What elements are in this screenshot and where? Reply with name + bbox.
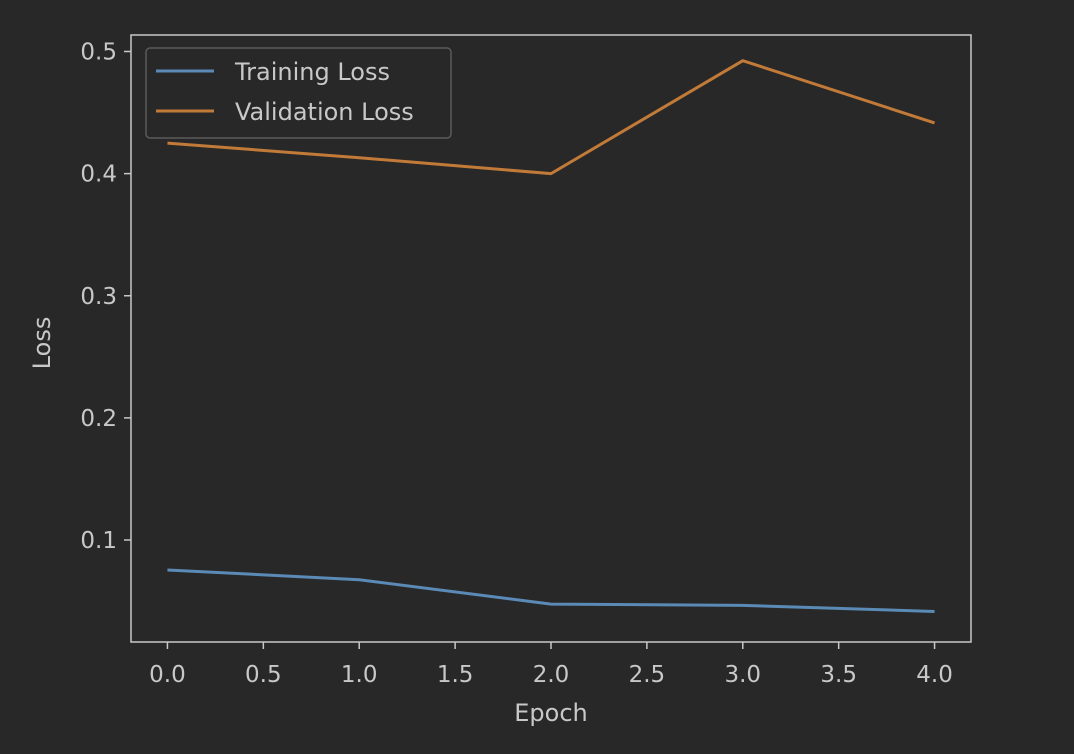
x-tick-label: 3.5 — [820, 662, 857, 688]
y-tick-label: 0.2 — [80, 406, 117, 432]
legend-label: Training Loss — [234, 58, 390, 86]
y-tick-label: 0.3 — [80, 284, 117, 310]
y-tick-label: 0.4 — [80, 162, 117, 188]
x-tick-label: 2.0 — [533, 662, 570, 688]
x-tick-label: 2.5 — [629, 662, 666, 688]
x-tick-label: 1.5 — [437, 662, 474, 688]
legend-label: Validation Loss — [235, 98, 414, 126]
y-axis-label: Loss — [28, 317, 56, 370]
y-tick-label: 0.5 — [80, 39, 117, 65]
x-tick-label: 1.0 — [341, 662, 378, 688]
x-tick-label: 0.0 — [149, 662, 186, 688]
x-axis-label: Epoch — [514, 699, 588, 727]
plot-lines — [167, 59, 936, 613]
legend: Training Loss Validation Loss — [145, 47, 452, 139]
x-tick-label: 3.0 — [724, 662, 761, 688]
series-line-validation-loss — [167, 59, 936, 176]
legend-frame — [145, 47, 452, 139]
series-line-training-loss — [167, 568, 935, 613]
axis-ticks: 0.0 0.5 1.0 1.5 2.0 2.5 3.0 3.5 4.0 0.1 0.2 0.3 0.4 0… — [80, 39, 952, 688]
x-tick-label: 0.5 — [245, 662, 282, 688]
x-tick-label: 4.0 — [916, 662, 953, 688]
y-tick-label: 0.1 — [80, 528, 117, 554]
